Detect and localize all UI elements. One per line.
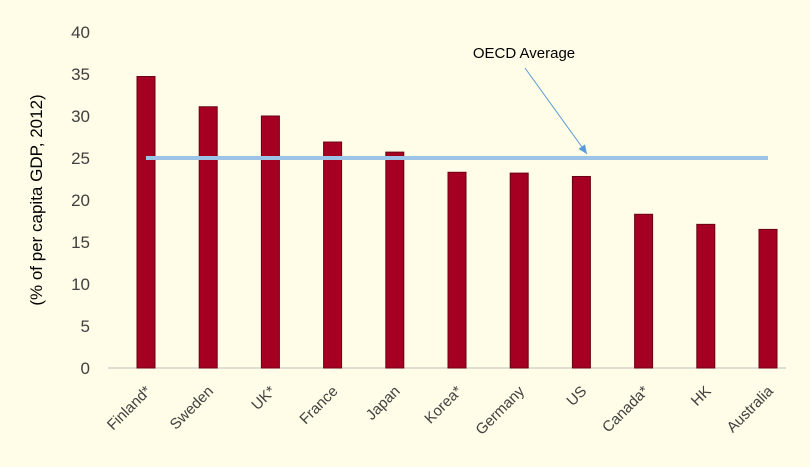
bar bbox=[509, 172, 529, 369]
y-tick-label: 25 bbox=[71, 149, 90, 168]
bar bbox=[385, 151, 405, 369]
oecd-average-arrow bbox=[524, 67, 588, 155]
y-tick-label: 30 bbox=[71, 107, 90, 126]
x-tick-label: Japan bbox=[363, 383, 404, 424]
bar bbox=[447, 171, 467, 369]
x-tick-label: HK bbox=[688, 383, 715, 410]
x-axis-tick-labels: Finland* Sweden UK* France Japan Korea* German… bbox=[104, 382, 777, 438]
bars bbox=[136, 76, 778, 369]
y-axis: 0 5 10 15 20 25 30 35 40 bbox=[71, 23, 90, 378]
bar bbox=[571, 175, 591, 369]
y-tick-label: 0 bbox=[81, 359, 90, 378]
bar bbox=[260, 115, 280, 369]
x-tick-label: Germany bbox=[472, 382, 528, 438]
y-tick-label: 10 bbox=[71, 275, 90, 294]
y-tick-label: 35 bbox=[71, 65, 90, 84]
x-tick-label: France bbox=[296, 383, 341, 428]
y-axis-title: (% of per capita GDP, 2012) bbox=[27, 94, 46, 305]
y-tick-label: 20 bbox=[71, 191, 90, 210]
x-tick-label: Canada* bbox=[599, 383, 652, 436]
oecd-average-arrowhead bbox=[578, 144, 587, 154]
y-tick-label: 5 bbox=[81, 317, 90, 336]
x-tick-label: Sweden bbox=[167, 383, 217, 433]
x-tick-label: Finland* bbox=[104, 383, 155, 434]
y-tick-label: 15 bbox=[71, 233, 90, 252]
y-tick-label: 40 bbox=[71, 23, 90, 42]
x-tick-label: Australia bbox=[724, 382, 778, 436]
oecd-average-label: OECD Average bbox=[473, 45, 575, 62]
bar bbox=[634, 213, 654, 369]
bar bbox=[136, 76, 156, 369]
bar bbox=[758, 228, 778, 369]
bar bbox=[198, 106, 218, 369]
bar bbox=[696, 223, 716, 369]
bar bbox=[323, 141, 343, 369]
x-tick-label: Korea* bbox=[421, 383, 466, 428]
x-tick-label: US bbox=[563, 383, 590, 410]
x-tick-label: UK* bbox=[248, 383, 279, 414]
